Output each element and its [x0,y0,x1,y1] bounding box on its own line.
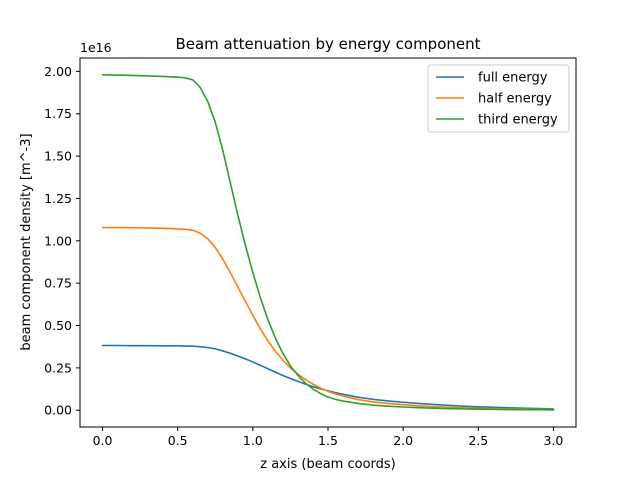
y-tick-label: 1.00 [44,233,72,248]
x-axis-label: z axis (beam coords) [260,457,395,472]
legend-label-half-energy: half energy [478,92,552,107]
series-line-third-energy [101,73,555,411]
x-tick-label: 2.0 [393,433,413,448]
y-axis-ticks: 0.00 0.25 0.50 0.75 1.00 1.25 1.50 1.75 2.00 [44,64,80,418]
y-tick-label: 0.75 [44,276,72,291]
y-offset-label: 1e16 [80,40,112,55]
legend-box [427,64,570,133]
x-tick-label: 3.0 [544,433,564,448]
x-tick-label: 1.0 [243,433,263,448]
y-tick-label: 1.75 [44,106,72,121]
legend: full energy half energy third energy [427,64,570,133]
y-tick-label: 0.25 [44,360,72,375]
legend-label-third-energy: third energy [478,113,558,128]
y-tick-label: 1.25 [44,191,72,206]
series-line-full-energy [101,344,555,410]
x-tick-label: 0.5 [168,433,188,448]
y-axis-label: beam component density [m^-3] [19,133,34,350]
x-axis-ticks: 0.0 0.5 1.0 1.5 2.0 2.5 3.0 [93,427,564,448]
y-tick-label: 2.00 [44,64,72,79]
series-layer [101,73,555,411]
x-tick-label: 0.0 [93,433,113,448]
x-tick-label: 1.5 [318,433,338,448]
chart-title: Beam attenuation by energy component [175,35,480,53]
y-tick-label: 0.00 [44,403,72,418]
legend-label-full-energy: full energy [478,71,548,86]
y-tick-label: 1.50 [44,149,72,164]
y-tick-label: 0.50 [44,318,72,333]
x-tick-label: 2.5 [468,433,488,448]
